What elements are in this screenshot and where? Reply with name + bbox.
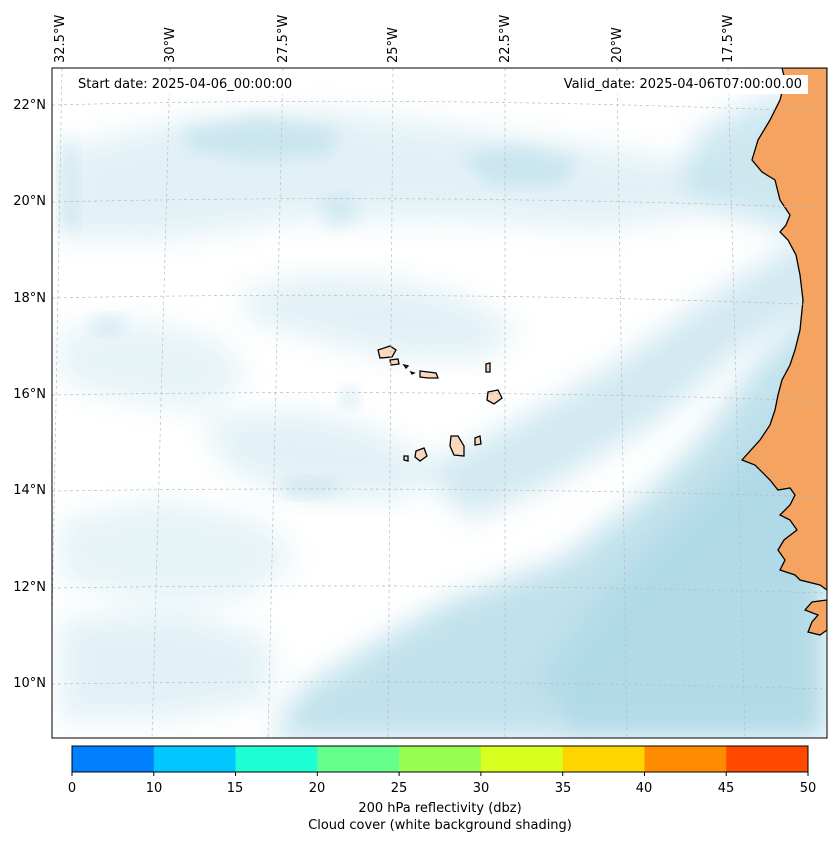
colorbar-tick-35: 35 — [554, 781, 572, 796]
colorbar-tick-25: 25 — [390, 781, 408, 796]
colorbar-swatch — [317, 746, 400, 772]
start-date-label: Start date: 2025-04-06_00:00:00 — [72, 75, 299, 94]
colorbar-tick-50: 50 — [799, 781, 817, 796]
lat-label-20n: 20°N — [13, 194, 46, 209]
colorbar — [72, 746, 809, 772]
colorbar-sublabel: Cloud cover (white background shading) — [308, 818, 572, 833]
colorbar-tick-30: 30 — [472, 781, 490, 796]
graticule — [52, 68, 827, 738]
colorbar-swatch — [399, 746, 482, 772]
colorbar-swatch — [726, 746, 809, 772]
map-frame — [51, 67, 828, 739]
colorbar-swatch — [562, 746, 645, 772]
africa-south-coast — [803, 599, 827, 636]
colorbar-swatch — [235, 746, 318, 772]
colorbar-frame — [71, 745, 809, 773]
cloud-cover-shading — [60, 90, 827, 738]
lat-label-16n: 16°N — [13, 387, 46, 402]
colorbar-swatch — [153, 746, 237, 772]
lon-label-27-5w: 27.5°W — [276, 14, 291, 63]
lat-label-18n: 18°N — [13, 291, 46, 306]
cape-verde-islands — [377, 345, 503, 462]
lat-label-10n: 10°N — [13, 676, 46, 691]
lat-label-22n: 22°N — [13, 98, 46, 113]
colorbar-tick-0: 0 — [67, 781, 77, 796]
lat-label-12n: 12°N — [13, 580, 46, 595]
colorbar-swatch — [480, 746, 564, 772]
lon-label-30w: 30°W — [163, 27, 178, 63]
lon-label-22-5w: 22.5°W — [498, 14, 513, 63]
colorbar-tick-20: 20 — [308, 781, 326, 796]
colorbar-tick-10: 10 — [145, 781, 163, 796]
colorbar-tick-45: 45 — [717, 781, 735, 796]
valid-date-label: Valid_date: 2025-04-06T07:00:00.00 — [557, 75, 808, 94]
map-area — [52, 68, 827, 738]
colorbar-swatch — [644, 746, 727, 772]
lon-label-32-5w: 32.5°W — [53, 14, 68, 63]
lon-label-25w: 25°W — [386, 27, 401, 63]
colorbar-tick-40: 40 — [635, 781, 653, 796]
lon-label-20w: 20°W — [610, 27, 625, 63]
lon-label-17-5w: 17.5°W — [721, 14, 736, 63]
lat-label-14n: 14°N — [13, 483, 46, 498]
colorbar-swatch — [72, 746, 155, 772]
colorbar-label: 200 hPa reflectivity (dbz) — [358, 801, 522, 816]
colorbar-tick-marks — [71, 772, 809, 776]
colorbar-tick-15: 15 — [226, 781, 244, 796]
africa-landmass — [740, 68, 827, 591]
